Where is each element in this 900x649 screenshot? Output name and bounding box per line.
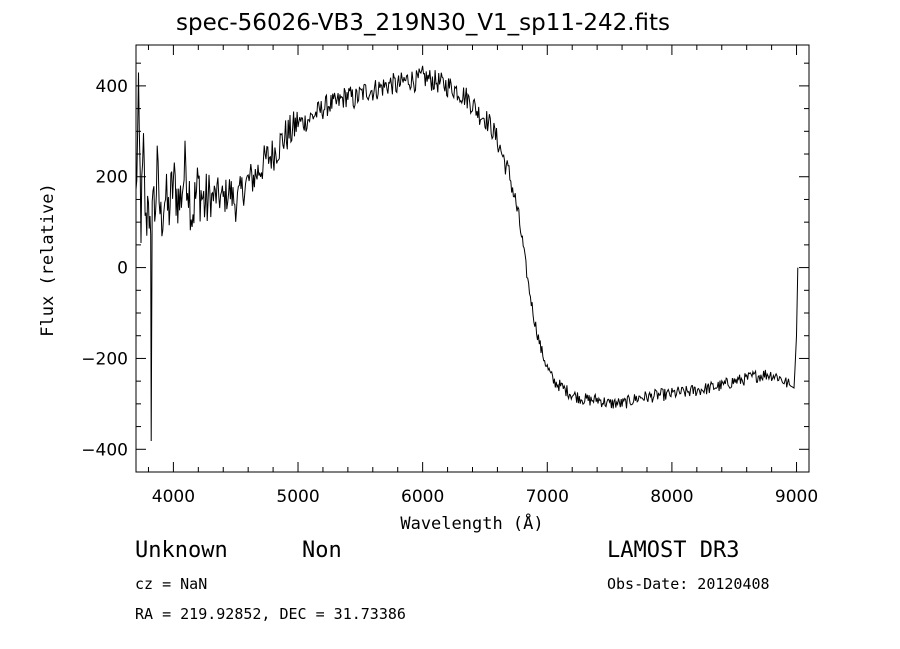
y-tick-label: 0 xyxy=(117,259,128,279)
y-axis-label: Flux (relative) xyxy=(38,183,58,337)
x-tick-label: 7000 xyxy=(526,487,569,507)
obs-date: Obs-Date: 20120408 xyxy=(607,575,770,593)
y-tick-label: −200 xyxy=(81,349,128,369)
x-axis-label: Wavelength (Å) xyxy=(400,512,543,534)
spectrum-line xyxy=(135,65,799,442)
x-tick-label: 4000 xyxy=(152,487,195,507)
y-tick-label: −400 xyxy=(81,440,128,460)
survey-label: LAMOST DR3 xyxy=(607,538,740,563)
cz-value: cz = NaN xyxy=(135,575,208,593)
x-tick-labels: 4000 5000 6000 7000 8000 9000 xyxy=(152,487,818,507)
y-tick-label: 200 xyxy=(96,168,128,188)
x-tick-label: 8000 xyxy=(650,487,693,507)
chart-title: spec-56026-VB3_219N30_V1_sp11-242.fits xyxy=(176,10,671,36)
x-tick-label: 9000 xyxy=(775,487,818,507)
class-label: Unknown xyxy=(135,538,228,563)
y-tick-label: 400 xyxy=(96,77,128,97)
subclass-label: Non xyxy=(302,538,342,563)
x-tick-label: 5000 xyxy=(276,487,319,507)
ra-dec-value: RA = 219.92852, DEC = 31.73386 xyxy=(135,605,406,623)
x-tick-label: 6000 xyxy=(401,487,444,507)
y-tick-labels: −400 −200 0 200 400 xyxy=(81,77,128,460)
axis-ticks xyxy=(136,45,809,473)
